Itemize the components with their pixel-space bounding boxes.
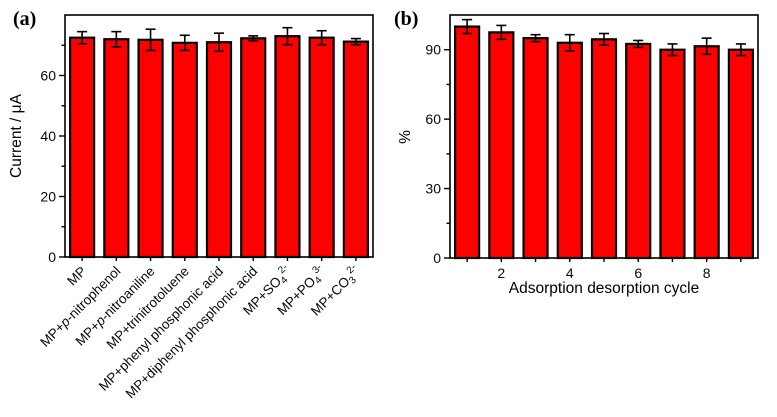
panel-label-a: (a): [13, 8, 37, 30]
bar: [659, 48, 686, 260]
x-axis-title-b: Adsorption desorption cycle: [508, 280, 700, 297]
y-axis-title-b: %: [397, 130, 414, 144]
bar: [274, 35, 301, 259]
bar: [342, 40, 369, 259]
plot-frame: [64, 14, 374, 258]
bar: [522, 37, 549, 260]
x-tick-label: 8: [703, 265, 711, 281]
y-tick-label: 0: [433, 250, 441, 266]
y-tick-label: 60: [425, 111, 441, 127]
y-tick-label: 60: [40, 68, 56, 84]
chart-panel-a: 0204060MPMP+p-nitrophenolMP+p-nitroanili…: [37, 14, 374, 401]
bar: [625, 42, 652, 260]
x-tick-label: 4: [566, 265, 574, 281]
bar: [454, 25, 481, 260]
bar: [556, 41, 583, 260]
y-tick-label: 20: [40, 189, 56, 205]
bar: [205, 41, 233, 259]
bar: [590, 38, 618, 260]
y-tick-label: 0: [48, 249, 56, 265]
bar: [103, 38, 130, 259]
y-tick-label: 40: [40, 128, 56, 144]
y-axis-title-a: Current / μA: [8, 94, 25, 178]
y-tick-label: 30: [425, 181, 441, 197]
bar: [137, 38, 164, 259]
plot-frame: [449, 14, 759, 259]
y-tick-label: 90: [425, 42, 441, 58]
x-tick-label: 2: [497, 265, 505, 281]
panel-label-b: (b): [394, 8, 419, 30]
chart-panel-b: 0 30 60 90 2 4 6 8: [425, 14, 759, 281]
x-tick-label: 6: [634, 265, 642, 281]
bar: [727, 48, 754, 260]
bar: [488, 31, 515, 260]
bar: [693, 45, 720, 260]
x-category-label: MP: [64, 264, 89, 289]
bar: [171, 41, 198, 259]
bar: [308, 36, 335, 259]
bar: [69, 36, 96, 259]
bar: [240, 37, 267, 259]
